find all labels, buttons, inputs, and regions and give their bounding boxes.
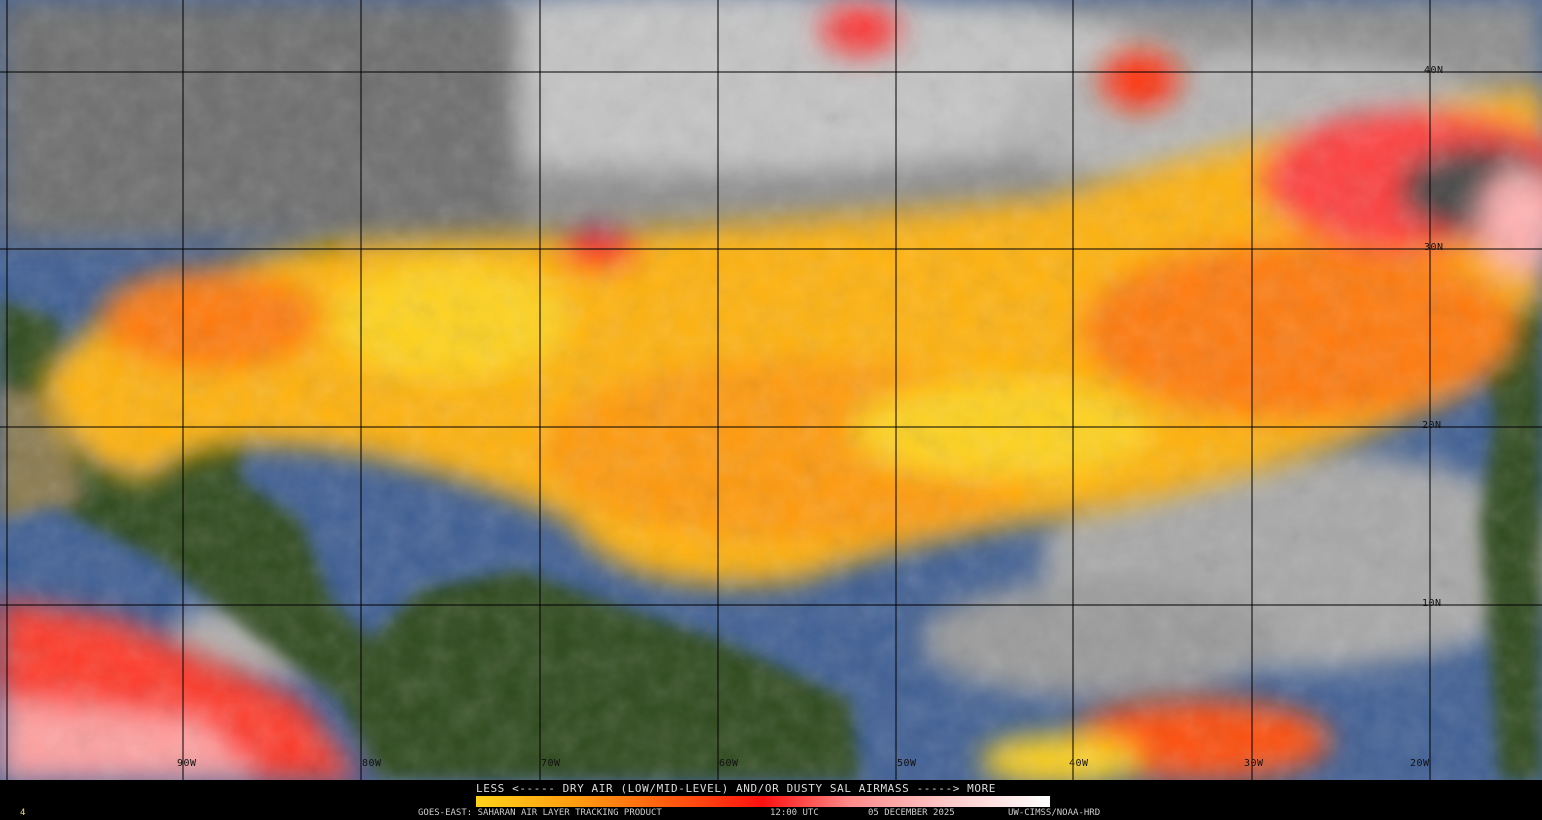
texture [0,0,1542,780]
corner-mark: 4 [20,808,26,818]
valid-time: 12:00 UTC [770,808,819,818]
lat-label-10n: 10N [1422,598,1442,609]
valid-date: 05 DECEMBER 2025 [868,808,955,818]
lat-lon-grid [0,0,1542,780]
lon-label-90w: 90W [177,758,197,769]
lon-label-60w: 60W [719,758,739,769]
lat-label-20n: 20N [1422,420,1442,431]
legend-panel: LESS <----- DRY AIR (LOW/MID-LEVEL) AND/… [0,780,1542,820]
legend-title: LESS <----- DRY AIR (LOW/MID-LEVEL) AND/… [476,782,997,795]
legend-color-bar [476,796,1050,807]
lat-label-40n: 40N [1424,65,1444,76]
lon-label-50w: 50W [897,758,917,769]
lon-label-30w: 30W [1244,758,1264,769]
product-name: GOES-EAST: SAHARAN AIR LAYER TRACKING PR… [418,808,662,818]
footer: GOES-EAST: SAHARAN AIR LAYER TRACKING PR… [0,808,1542,820]
lon-label-70w: 70W [541,758,561,769]
lon-label-20w: 20W [1410,758,1430,769]
credit: UW-CIMSS/NOAA-HRD [1008,808,1101,818]
lat-label-30n: 30N [1424,242,1444,253]
lon-label-40w: 40W [1069,758,1089,769]
lon-label-80w: 80W [362,758,382,769]
satellite-map [0,0,1542,780]
